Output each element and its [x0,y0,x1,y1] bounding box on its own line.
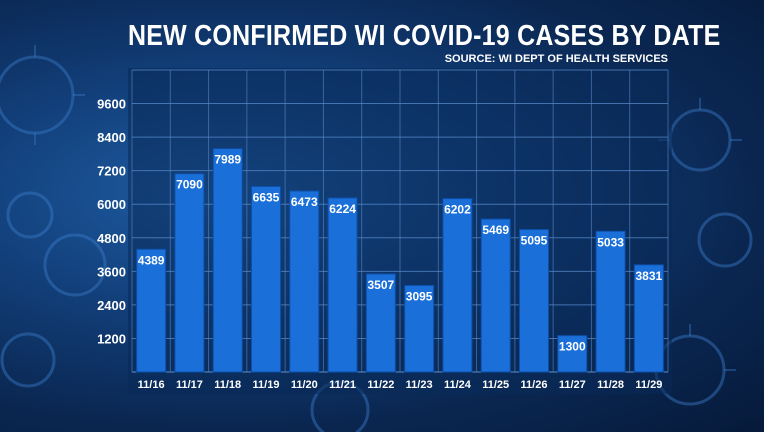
bar-11-20 [289,190,320,373]
x-axis-labels: 11/16 11/17 11/18 11/19 11/20 11/21 11/22 11/23… [138,379,663,391]
bar-11-21 [327,197,358,373]
x-tick-label: 11/19 [253,379,280,391]
bar-value-label: 5033 [597,235,624,249]
bar-value-label: 3507 [368,278,395,292]
x-tick-label: 11/27 [559,379,586,391]
y-axis-labels: 1200 2400 3600 4800 6000 7200 8400 9600 [97,97,126,347]
bar-11-24 [442,198,473,373]
bar-11-17 [174,173,205,373]
bar-value-label: 6635 [253,190,280,204]
bar-value-label: 5469 [482,223,509,237]
bar-11-26 [519,229,549,373]
bar-value-label: 6224 [329,202,356,216]
y-tick-label: 2400 [97,298,126,313]
bar-11-23 [404,284,435,373]
bar-value-label: 5095 [521,234,548,248]
bar-value-label: 6202 [444,203,471,217]
x-tick-label: 11/22 [367,379,394,391]
y-tick-label: 3600 [97,264,126,279]
y-tick-label: 4800 [97,231,126,246]
y-tick-label: 9600 [97,97,126,112]
x-tick-label: 11/29 [635,379,662,391]
bar-value-label: 7090 [176,178,203,192]
y-tick-label: 6000 [97,197,126,212]
bar-11-28 [595,230,626,373]
chart-bars [136,148,664,373]
x-tick-label: 11/26 [521,379,548,391]
bar-11-25 [480,218,511,373]
bar-11-27 [557,335,588,373]
bar-11-22 [365,273,396,373]
y-tick-label: 1200 [97,331,126,346]
bar-value-label: 7989 [214,153,241,167]
chart-source: SOURCE: WI DEPT OF HEALTH SERVICES [444,53,668,65]
x-tick-label: 11/24 [444,379,472,391]
bar-value-label: 3095 [406,289,433,303]
x-tick-label: 11/17 [176,379,203,391]
x-tick-label: 11/21 [329,379,356,391]
bar-11-29 [633,264,664,373]
bar-11-19 [251,185,281,373]
bar-11-16 [136,248,167,373]
bar-value-label: 6473 [291,195,318,209]
bar-value-labels: 4389 7090 7989 6635 6473 6224 3507 3095 6202 5469… [138,153,663,354]
bar-value-label: 4389 [138,253,165,267]
bar-value-label: 3831 [636,269,663,283]
y-tick-label: 8400 [97,130,126,145]
x-tick-label: 11/28 [597,379,624,391]
y-tick-label: 7200 [97,164,126,179]
bar-11-18 [212,148,243,373]
x-tick-label: 11/20 [291,379,318,391]
x-tick-label: 11/16 [138,379,165,391]
bar-value-label: 1300 [559,340,586,354]
x-tick-label: 11/23 [406,379,433,391]
x-tick-label: 11/25 [482,379,509,391]
x-tick-label: 11/18 [214,379,241,391]
